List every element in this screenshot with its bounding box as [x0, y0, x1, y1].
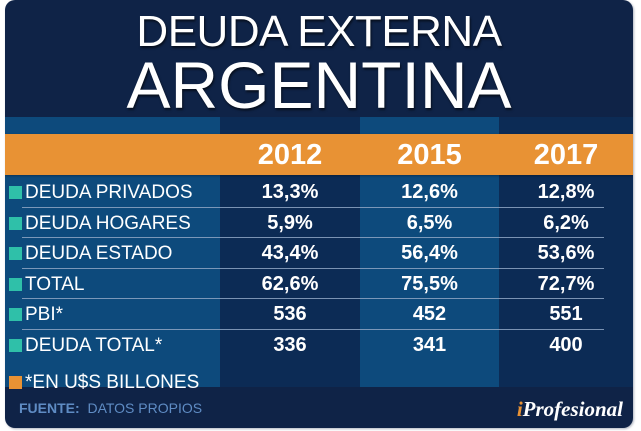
row-label: DEUDA HOGARES — [25, 212, 191, 234]
cell-2015: 56,4% — [401, 242, 458, 264]
cell-2017: 53,6% — [537, 242, 595, 264]
orange-bullet-icon — [9, 376, 22, 389]
brand-logo-i: i — [516, 397, 523, 421]
table-row: PBI* 536 452 551 — [5, 299, 633, 329]
year-header-2017: 2017 — [533, 139, 599, 171]
table-row: TOTAL 62,6% 75,5% 72,7% — [5, 269, 633, 299]
source-line: FUENTE: DATOS PROPIOS — [19, 400, 202, 416]
year-header-2012: 2012 — [257, 139, 323, 171]
cell-2012: 62,6% — [261, 272, 319, 295]
teal-bullet-icon — [9, 277, 22, 291]
row-label: DEUDA TOTAL* — [25, 334, 163, 356]
brand-logo-text: Profesional — [522, 397, 623, 421]
brand-logo: iProfesional — [517, 397, 623, 422]
teal-bullet-icon — [9, 247, 22, 260]
teal-bullet-icon — [9, 338, 22, 352]
cell-2017: 551 — [549, 303, 583, 325]
row-divider — [22, 328, 604, 330]
row-label: DEUDA ESTADO — [25, 243, 173, 264]
cell-2015: 12,6% — [401, 181, 458, 203]
row-divider — [22, 237, 604, 238]
row-divider — [22, 206, 604, 208]
cell-2015: 75,5% — [401, 272, 458, 295]
title-line-1: DEUDA EXTERNA — [136, 7, 502, 56]
table-row: DEUDA TOTAL* 336 341 400 — [5, 330, 633, 360]
row-divider — [22, 298, 604, 299]
table-row: DEUDA PRIVADOS 13,3% 12,6% 12,8% — [5, 177, 633, 207]
year-header-band: 2012 2015 2017 — [5, 134, 633, 175]
source-value: DATOS PROPIOS — [87, 400, 203, 416]
row-divider — [22, 267, 604, 269]
units-note: *EN U$S BILLONES — [5, 367, 633, 397]
source-label: FUENTE: — [19, 400, 80, 416]
row-label: DEUDA PRIVADOS — [25, 182, 193, 203]
cell-2015: 341 — [412, 333, 447, 356]
row-label: TOTAL — [25, 273, 85, 295]
row-label: PBI* — [25, 304, 64, 325]
title-line-2: ARGENTINA — [126, 48, 512, 122]
cell-2017: 6,2% — [543, 211, 589, 234]
cell-2012: 536 — [273, 303, 307, 325]
cell-2015: 6,5% — [406, 211, 453, 234]
infographic-card: DEUDA EXTERNA ARGENTINA 2012 2015 2017 D… — [5, 0, 633, 428]
cell-2017: 400 — [549, 333, 583, 356]
cell-2017: 12,8% — [537, 181, 595, 203]
year-header-2015: 2015 — [397, 139, 462, 171]
cell-2012: 43,4% — [261, 242, 319, 264]
cell-2015: 452 — [412, 303, 447, 325]
table-row: DEUDA ESTADO 43,4% 56,4% 53,6% — [5, 238, 633, 268]
teal-bullet-icon — [9, 186, 22, 199]
cell-2012: 336 — [273, 333, 307, 356]
cell-2017: 72,7% — [537, 272, 595, 295]
units-note-text: *EN U$S BILLONES — [25, 372, 200, 393]
cell-2012: 5,9% — [267, 211, 313, 234]
cell-2012: 13,3% — [261, 181, 319, 203]
teal-bullet-icon — [9, 308, 22, 321]
teal-bullet-icon — [9, 216, 22, 230]
table-row: DEUDA HOGARES 5,9% 6,5% 6,2% — [5, 208, 633, 238]
